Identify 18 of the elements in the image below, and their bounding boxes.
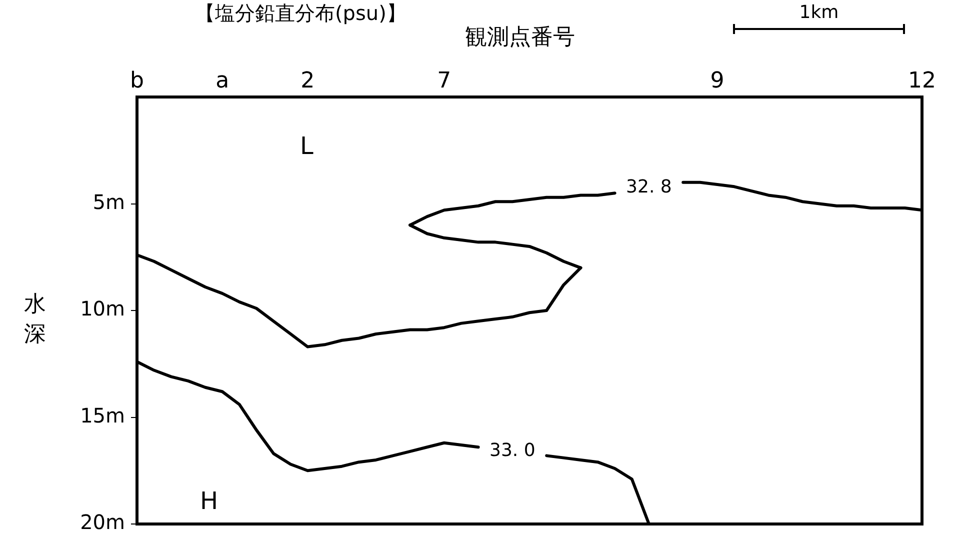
y-tick-label: 10m bbox=[80, 296, 125, 321]
series-label: 33. 0 bbox=[490, 440, 536, 462]
annotation: H bbox=[200, 487, 218, 515]
x-tick-label: 7 bbox=[437, 68, 452, 94]
x-tick-label: 12 bbox=[908, 68, 936, 94]
x-tick-label: a bbox=[216, 68, 230, 94]
text: 1km bbox=[798, 2, 840, 23]
x-tick-label: 9 bbox=[710, 68, 724, 94]
y-tick-label: 20m bbox=[80, 510, 125, 534]
x-axis-title: 観測点番号 bbox=[465, 24, 575, 52]
chart-title: 【塩分鉛直分布(psu)】 bbox=[195, 0, 406, 27]
x-tick-label: 2 bbox=[300, 68, 315, 94]
x-tick-label: b bbox=[130, 68, 144, 94]
y-axis-title: 水深 bbox=[23, 291, 47, 349]
y-tick-label: 5m bbox=[92, 190, 125, 214]
y-tick-label: 15m bbox=[80, 403, 125, 428]
series-label: 32. 8 bbox=[626, 176, 672, 198]
annotation: L bbox=[300, 132, 314, 160]
